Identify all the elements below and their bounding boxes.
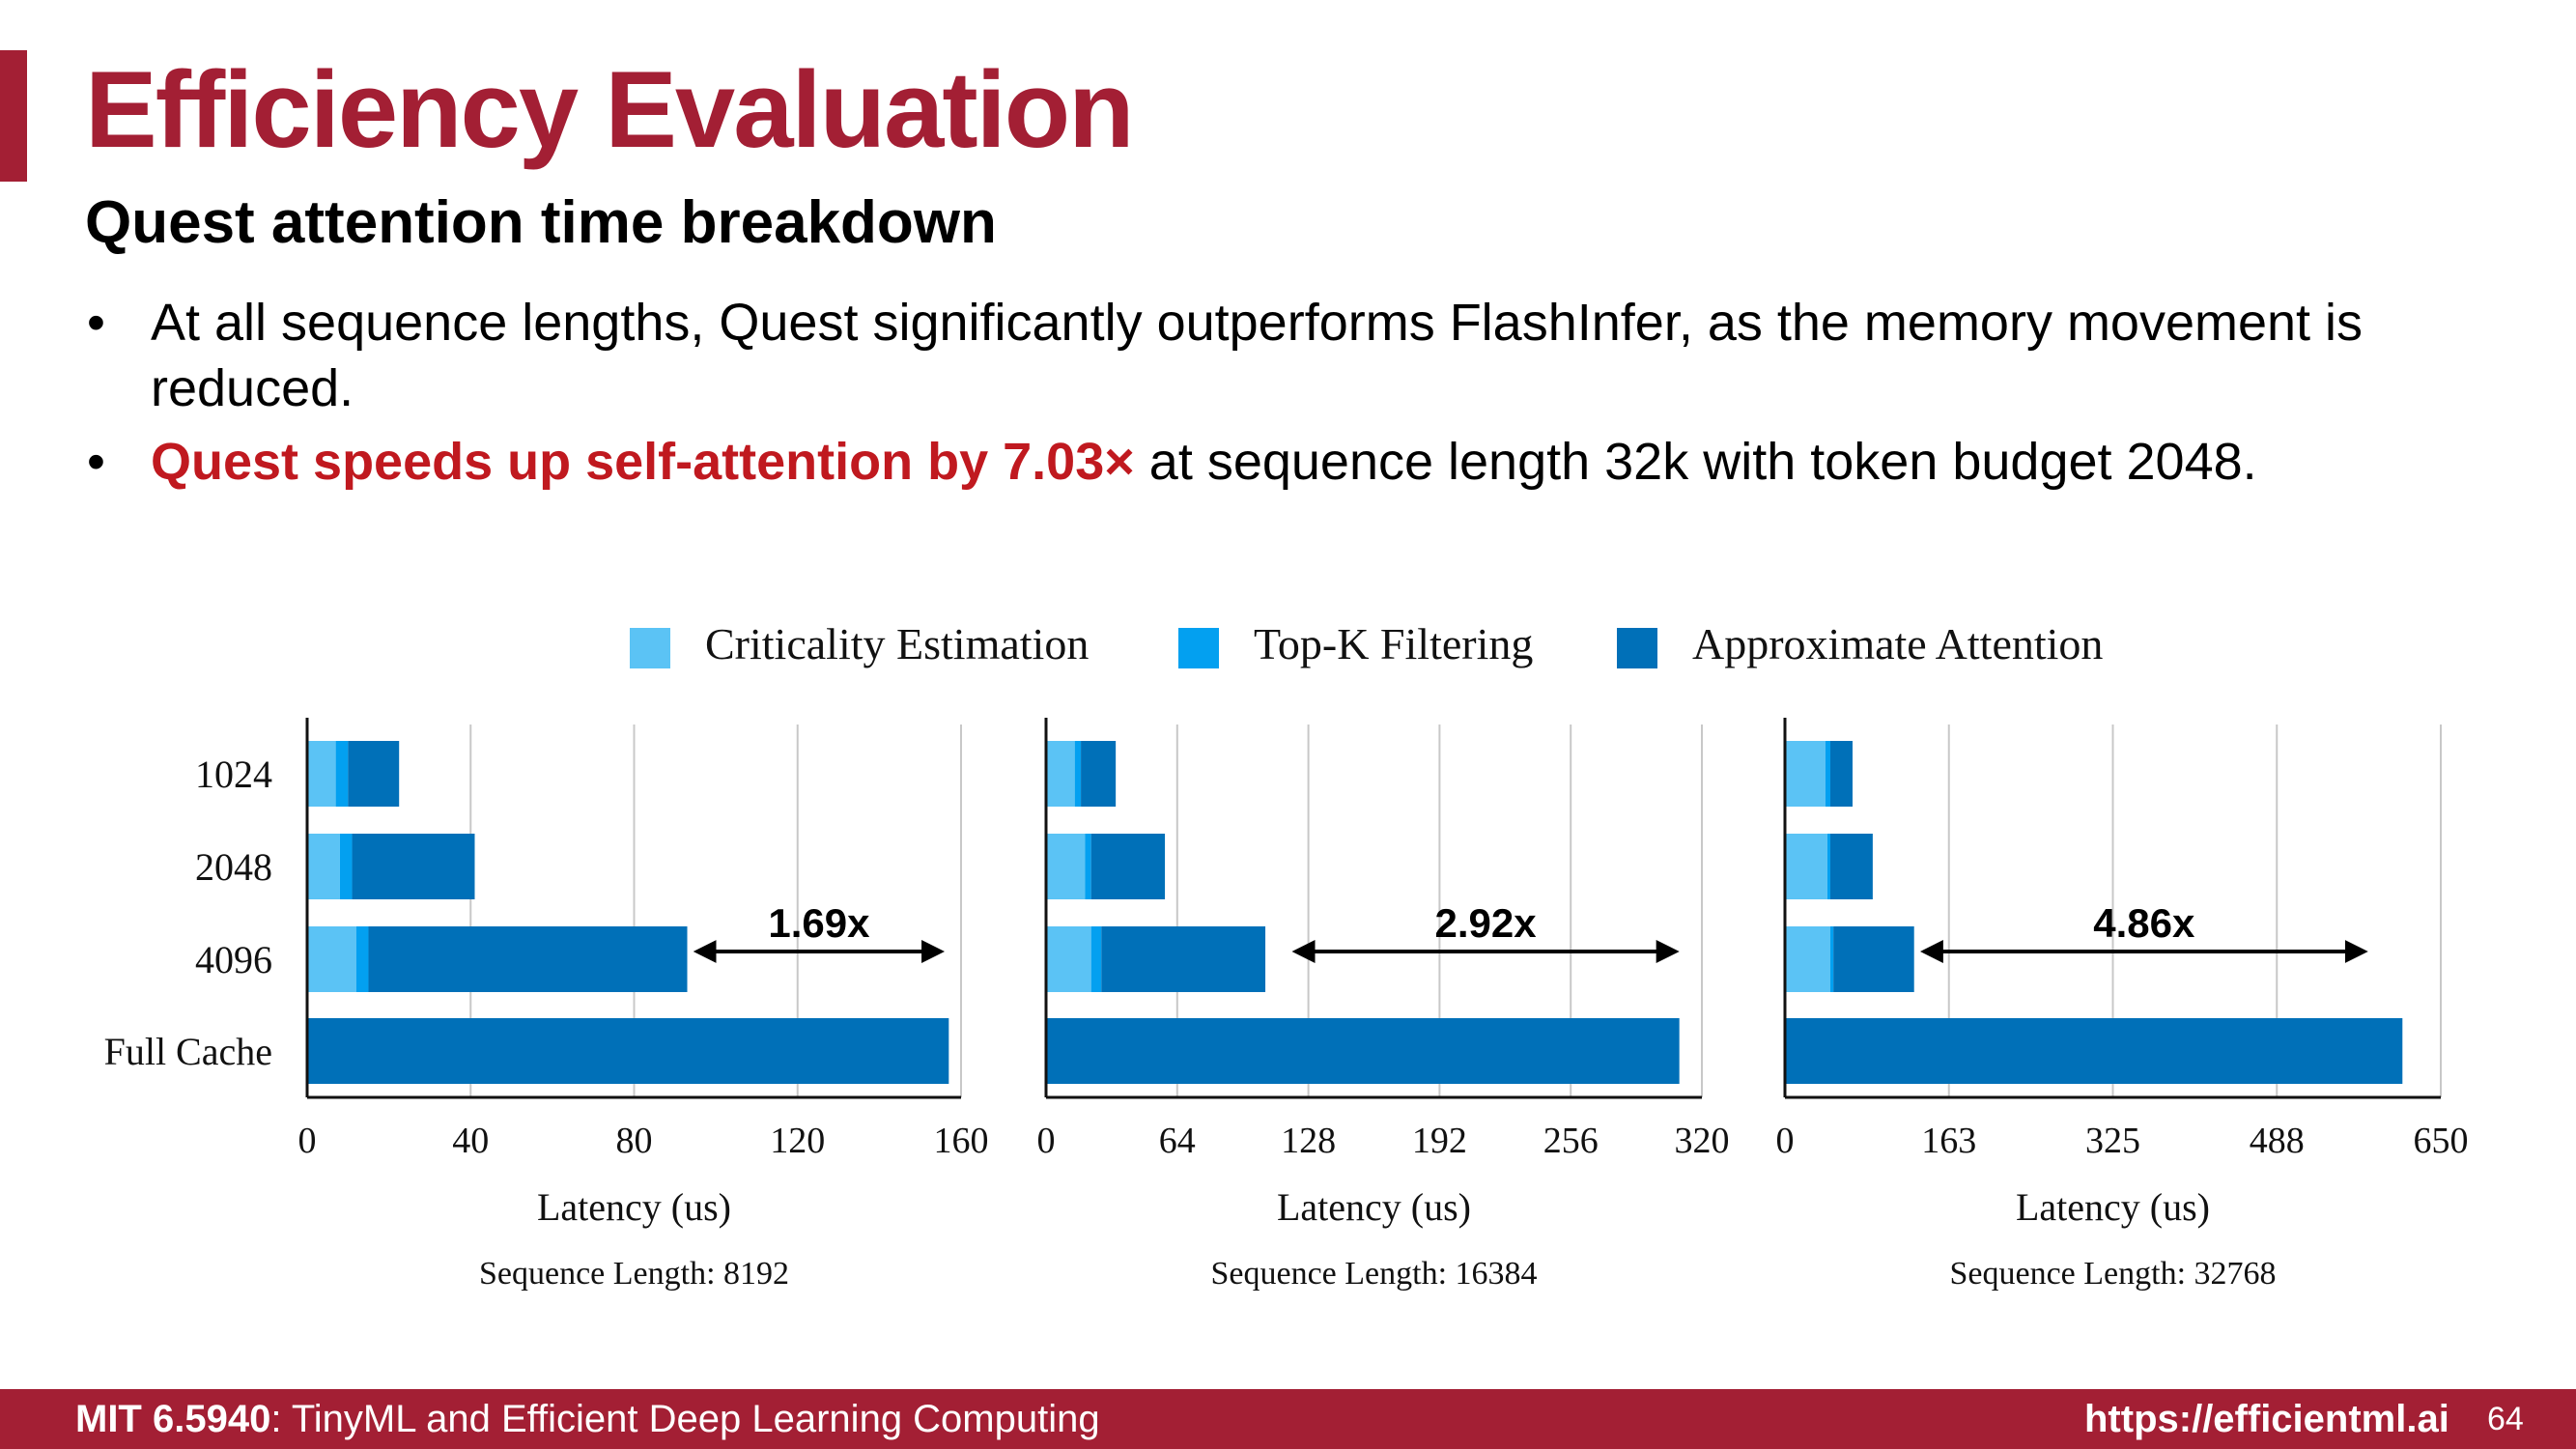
bullet-text: At all sequence lengths, Quest significa…: [151, 294, 2364, 417]
bar-segment: [307, 741, 336, 807]
y-category-label: Full Cache: [104, 1030, 272, 1073]
footer-url-link[interactable]: https://efficientml.ai: [2084, 1398, 2449, 1440]
x-tick-label: 192: [1412, 1121, 1467, 1161]
bullet-text: at sequence length 32k with token budget…: [1134, 433, 2257, 491]
bar-segment: [307, 926, 356, 992]
bar-segment: [1833, 926, 1914, 992]
bar-segment: [307, 834, 340, 899]
x-tick-label: 163: [1921, 1121, 1976, 1161]
bar-segment: [1785, 741, 1826, 807]
y-category-label: 1024: [195, 753, 272, 796]
x-tick-label: 320: [1675, 1121, 1730, 1161]
bar-segment: [1046, 741, 1075, 807]
x-tick-label: 40: [452, 1121, 489, 1161]
x-axis-title: Latency (us): [2016, 1185, 2210, 1229]
speedup-label: 2.92x: [1435, 900, 1538, 946]
x-tick-label: 160: [934, 1121, 989, 1161]
legend-swatch: [1617, 628, 1657, 668]
bar-segment: [1081, 741, 1117, 807]
bar-segment: [1046, 926, 1091, 992]
x-tick-label: 0: [1776, 1121, 1795, 1161]
bar-segment: [348, 741, 400, 807]
footer-course-code: MIT 6.5940: [75, 1398, 271, 1440]
bar-segment: [339, 834, 353, 899]
page-number: 64: [2487, 1401, 2524, 1437]
x-tick-label: 0: [298, 1121, 317, 1161]
speedup-label: 4.86x: [2093, 900, 2195, 946]
bar-segment: [1090, 926, 1102, 992]
bar-segment: [1046, 834, 1086, 899]
footer-course-info: MIT 6.5940: TinyML and Efficient Deep Le…: [75, 1389, 1100, 1449]
x-tick-label: 80: [616, 1121, 653, 1161]
bullet-highlight: Quest speeds up self-attention by 7.03×: [151, 433, 1135, 491]
bar-segment: [1830, 741, 1853, 807]
x-axis-title: Latency (us): [537, 1185, 731, 1229]
bar-segment: [1830, 834, 1873, 899]
latency-breakdown-charts: Criticality Estimation Top-K Filtering App…: [104, 619, 2469, 1292]
slide-subtitle: Quest attention time breakdown: [85, 189, 997, 256]
y-category-label: 4096: [195, 938, 272, 981]
x-tick-label: 0: [1037, 1121, 1056, 1161]
slide-title: Efficiency Evaluation: [85, 49, 1135, 170]
bar-segment: [1090, 834, 1166, 899]
bar-segment: [1785, 926, 1831, 992]
footer-bar: MIT 6.5940: TinyML and Efficient Deep Le…: [0, 1389, 2576, 1449]
bar-segment: [1046, 1018, 1680, 1084]
bar-segment: [1785, 1018, 2403, 1084]
bullet-list: At all sequence lengths, Quest significa…: [85, 290, 2500, 502]
bar-segment: [1101, 926, 1266, 992]
x-tick-label: 128: [1281, 1121, 1336, 1161]
bar-segment: [1785, 834, 1827, 899]
bullet-item: Quest speeds up self-attention by 7.03× …: [85, 429, 2500, 495]
x-tick-label: 120: [770, 1121, 825, 1161]
y-category-label: 2048: [195, 845, 272, 889]
speedup-label: 1.69x: [768, 900, 870, 946]
bar-segment: [1830, 926, 1834, 992]
bar-segment: [368, 926, 688, 992]
bar-segment: [1074, 741, 1082, 807]
legend-swatch: [1178, 628, 1219, 668]
bar-segment: [335, 741, 349, 807]
legend-swatch: [630, 628, 670, 668]
legend-label: Criticality Estimation: [705, 619, 1089, 668]
legend-label: Top-K Filtering: [1254, 619, 1533, 668]
title-accent-bar: [0, 50, 27, 182]
bar-segment: [1085, 834, 1091, 899]
x-tick-label: 256: [1543, 1121, 1599, 1161]
bar-segment: [352, 834, 475, 899]
chart-caption: Sequence Length: 16384: [1210, 1256, 1537, 1292]
bar-segment: [355, 926, 369, 992]
bar-segment: [1825, 741, 1831, 807]
x-tick-label: 325: [2085, 1121, 2140, 1161]
legend-label: Approximate Attention: [1692, 619, 2103, 668]
chart-caption: Sequence Length: 8192: [479, 1256, 789, 1292]
footer-course-title: : TinyML and Efficient Deep Learning Com…: [270, 1398, 1100, 1440]
bar-segment: [1826, 834, 1831, 899]
x-tick-label: 488: [2250, 1121, 2305, 1161]
x-tick-label: 64: [1159, 1121, 1196, 1161]
chart-caption: Sequence Length: 32768: [1949, 1256, 2276, 1292]
bar-segment: [307, 1018, 949, 1084]
x-axis-title: Latency (us): [1277, 1185, 1471, 1229]
x-tick-label: 650: [2414, 1121, 2469, 1161]
bullet-item: At all sequence lengths, Quest significa…: [85, 290, 2500, 421]
